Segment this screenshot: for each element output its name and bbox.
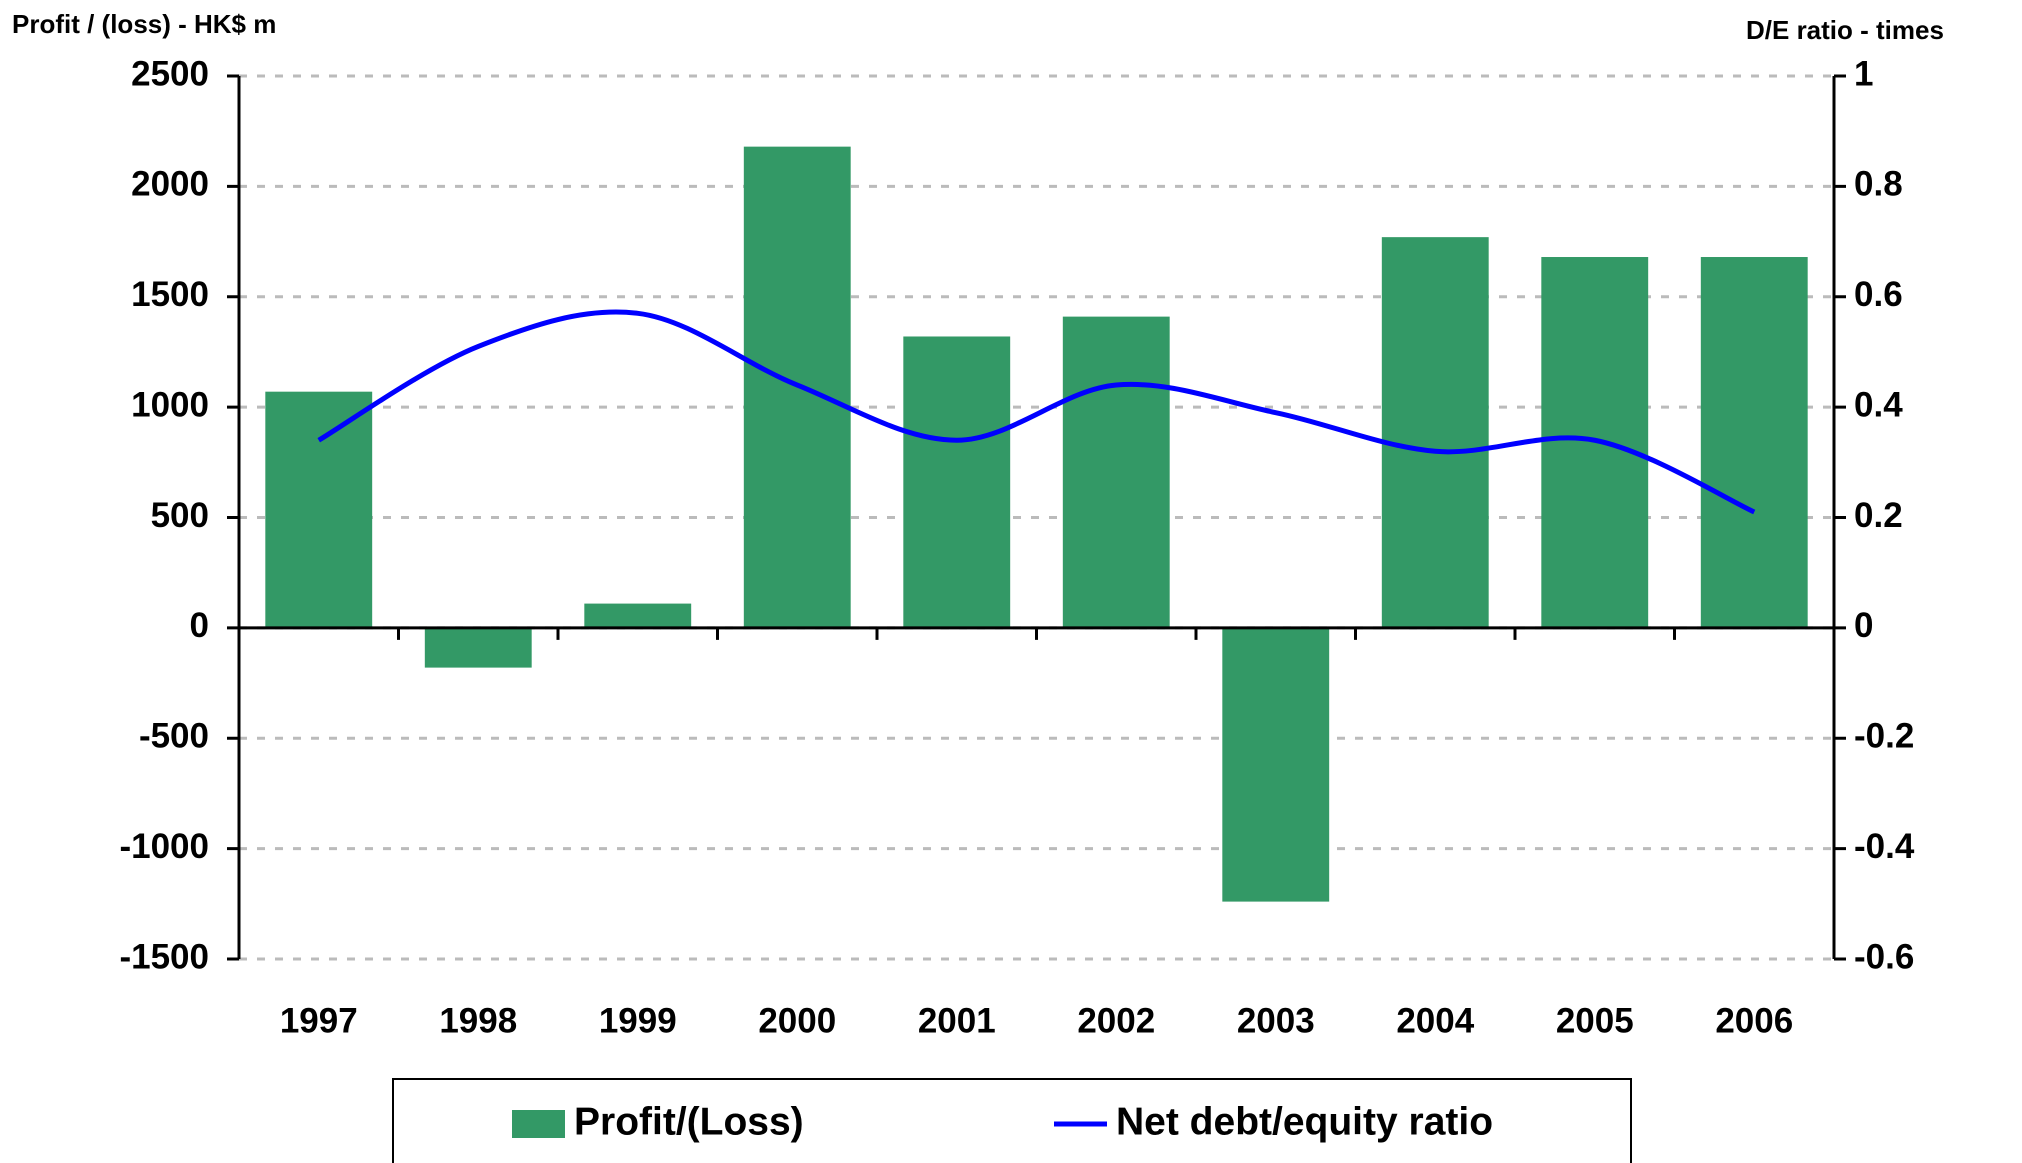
bar <box>1381 237 1489 628</box>
bar <box>1222 627 1330 902</box>
bar <box>1700 257 1808 628</box>
y2-tick-label: 0.4 <box>1854 385 1903 424</box>
y-axis-title: Profit / (loss) - HK$ m <box>12 9 276 39</box>
x-tick-label: 1997 <box>280 1001 358 1040</box>
y2-tick-label: 0.2 <box>1854 496 1903 535</box>
legend-label: Profit/(Loss) <box>574 1100 804 1143</box>
bar <box>265 391 373 628</box>
y2-tick-label: 0 <box>1854 606 1873 645</box>
y2-tick-label: -0.6 <box>1854 937 1914 976</box>
y2-tick-label: 1 <box>1854 54 1873 93</box>
y-tick-label: 0 <box>190 606 209 645</box>
y2-tick-label: 0.6 <box>1854 275 1903 314</box>
y-tick-label: 2500 <box>131 54 209 93</box>
y-tick-label: 500 <box>151 496 209 535</box>
x-tick-label: 1998 <box>439 1001 517 1040</box>
bar <box>903 336 1011 628</box>
x-tick-label: 2003 <box>1237 1001 1315 1040</box>
x-tick-label: 2005 <box>1556 1001 1634 1040</box>
y-tick-label: 1000 <box>131 385 209 424</box>
x-tick-label: 1999 <box>599 1001 677 1040</box>
x-tick-label: 2006 <box>1715 1001 1793 1040</box>
legend-swatch <box>512 1110 565 1138</box>
x-tick-label: 2002 <box>1077 1001 1155 1040</box>
y-tick-label: -1500 <box>119 937 209 976</box>
y2-axis-title: D/E ratio - times <box>1746 15 1944 45</box>
y2-tick-label: -0.4 <box>1854 827 1915 866</box>
legend-box <box>392 1078 1632 1163</box>
x-tick-label: 2001 <box>918 1001 996 1040</box>
x-tick-label: 2000 <box>758 1001 836 1040</box>
y2-tick-label: -0.2 <box>1854 717 1914 756</box>
y2-tick-label: 0.8 <box>1854 165 1903 204</box>
x-tick-label: 2004 <box>1396 1001 1474 1040</box>
y-tick-label: 1500 <box>131 275 209 314</box>
y-tick-label: -1000 <box>119 827 209 866</box>
bar <box>424 627 532 668</box>
y-tick-label: 2000 <box>131 165 209 204</box>
bar <box>584 603 692 628</box>
bar <box>1062 316 1170 628</box>
line <box>317 309 1756 515</box>
legend-label: Net debt/equity ratio <box>1116 1100 1493 1143</box>
y-tick-label: -500 <box>139 717 209 756</box>
